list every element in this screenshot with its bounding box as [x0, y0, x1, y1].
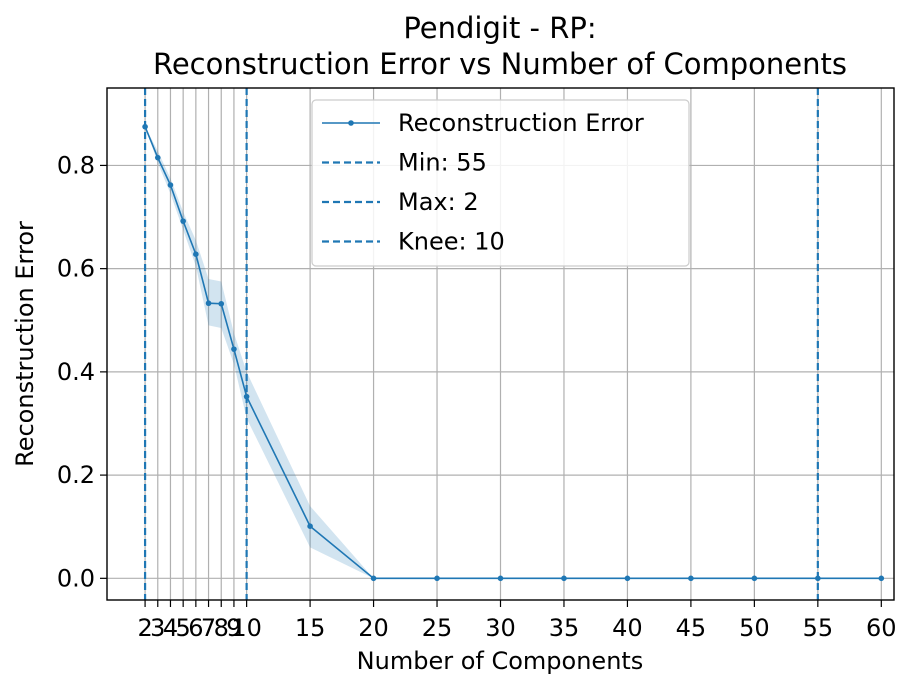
x-tick-label: 9	[226, 614, 241, 642]
legend-label: Knee: 10	[398, 228, 505, 256]
data-point	[370, 575, 377, 582]
data-point	[561, 575, 567, 582]
chart-title-line2: Reconstruction Error vs Number of Compon…	[153, 47, 847, 81]
data-point	[434, 575, 440, 582]
x-tick-label: 15	[295, 614, 326, 642]
y-tick-label: 0.8	[57, 151, 95, 179]
x-tick-label: 30	[485, 614, 516, 642]
data-point	[243, 393, 250, 400]
x-tick-label: 25	[422, 614, 453, 642]
data-point	[878, 575, 885, 582]
x-tick-label: 45	[676, 614, 707, 642]
x-tick-label: 2	[137, 614, 152, 642]
y-axis-label: Reconstruction Error	[11, 221, 39, 467]
chart-title-line1: Pendigit - RP:	[403, 11, 596, 45]
y-tick-label: 0.0	[57, 564, 95, 592]
data-point	[231, 346, 237, 352]
legend-label: Max: 2	[398, 188, 479, 216]
x-tick-label: 7	[201, 614, 216, 642]
x-tick-label: 20	[358, 614, 389, 642]
x-tick-label: 55	[803, 614, 834, 642]
legend: Reconstruction Error Min: 55 Max: 2 Knee: 1…	[311, 99, 690, 267]
legend-swatch-marker	[348, 120, 354, 126]
y-tick-label: 0.6	[57, 255, 95, 283]
x-tick-label: 10	[231, 614, 262, 642]
reference-lines	[143, 88, 819, 600]
data-point	[193, 251, 199, 257]
data-point	[307, 523, 313, 529]
data-point	[688, 575, 694, 582]
legend-label: Reconstruction Error	[398, 109, 644, 137]
data-point	[751, 575, 758, 582]
data-point	[497, 575, 504, 582]
x-tick-label: 6	[188, 614, 203, 642]
x-tick-label: 50	[739, 614, 770, 642]
x-tick-label: 4	[163, 614, 178, 642]
x-tick-label: 5	[176, 614, 191, 642]
data-point	[815, 575, 821, 582]
legend-box	[311, 99, 690, 267]
x-tick-label: 8	[214, 614, 229, 642]
x-tick-label: 60	[866, 614, 897, 642]
data-point	[624, 575, 631, 582]
y-tick-label: 0.4	[57, 358, 95, 386]
y-tick-label: 0.2	[57, 461, 95, 489]
legend-label: Min: 55	[398, 149, 487, 177]
x-tick-label: 3	[150, 614, 165, 642]
data-point	[154, 154, 161, 161]
data-point	[167, 182, 174, 188]
data-point	[180, 218, 186, 224]
x-tick-label: 35	[549, 614, 580, 642]
data-point	[205, 300, 212, 307]
x-tick-label: 40	[612, 614, 643, 642]
data-point	[218, 300, 225, 307]
series-layer	[142, 123, 885, 582]
x-axis-label: Number of Components	[357, 647, 644, 675]
data-point	[142, 123, 148, 130]
